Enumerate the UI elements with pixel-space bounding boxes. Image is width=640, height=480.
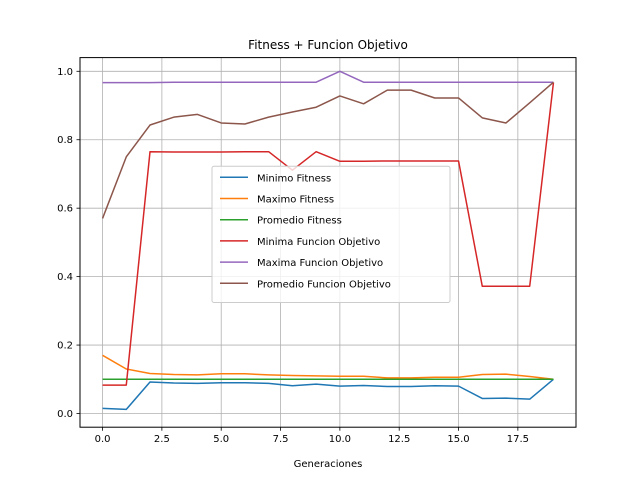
series-line-1	[102, 378, 554, 411]
y-tick-label: 0.6	[57, 204, 73, 215]
legend-label: Minima Funcion Objetivo	[257, 237, 380, 248]
x-tick-label: 2.5	[154, 434, 170, 445]
legend-label: Promedio Funcion Objetivo	[257, 279, 391, 290]
legend-label: Promedio Fitness	[257, 216, 342, 227]
x-tick-label: 5.0	[213, 434, 229, 445]
series-line-5	[102, 70, 554, 84]
x-tick-label: 12.5	[388, 434, 410, 445]
y-tick-label: 0.4	[57, 272, 73, 283]
chart-title: Fitness + Funcion Objetivo	[248, 38, 408, 52]
series-line-6	[101, 81, 554, 219]
series-line-2	[102, 354, 554, 381]
y-tick-label: 0.8	[57, 135, 73, 146]
y-tick-label: 0.2	[57, 341, 73, 352]
series-lines	[101, 70, 555, 411]
y-tick-label: 1.0	[57, 67, 73, 78]
plot-frame	[79, 57, 577, 428]
legend-box	[211, 165, 451, 303]
legend: Minimo Fitness Maximo Fitness Promedio Fit…	[211, 165, 451, 303]
legend-label: Maximo Fitness	[257, 195, 334, 206]
legend-label: Maxima Funcion Objetivo	[257, 258, 383, 269]
x-tick-label: 15.0	[447, 434, 469, 445]
legend-label: Minimo Fitness	[257, 173, 331, 184]
x-tick-label: 0.0	[95, 434, 111, 445]
y-tick-label: 0.0	[57, 409, 73, 420]
x-tick-label: 7.5	[273, 434, 289, 445]
x-tick-label: 10.0	[329, 434, 351, 445]
x-tick-label: 17.5	[507, 434, 529, 445]
ticks: 0.0 2.5 5.0 7.5 10.0 12.5 15.0 17.5 0.0 0.2 0.4 0.6…	[57, 67, 529, 445]
x-axis-label: Generaciones	[294, 459, 363, 470]
series-line-4	[102, 82, 555, 386]
